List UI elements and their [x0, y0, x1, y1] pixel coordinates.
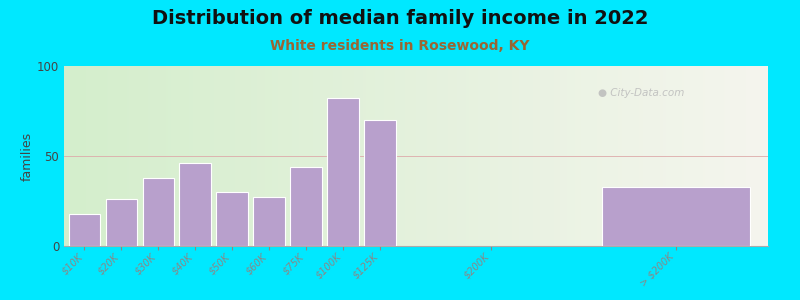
Text: White residents in Rosewood, KY: White residents in Rosewood, KY	[270, 39, 530, 53]
Bar	[142, 178, 174, 246]
Y-axis label: families: families	[21, 131, 34, 181]
Bar	[290, 167, 322, 246]
Text: ● City-Data.com: ● City-Data.com	[598, 88, 685, 98]
Bar	[364, 120, 396, 246]
Bar	[106, 199, 137, 246]
Bar	[602, 187, 750, 246]
Bar	[254, 197, 285, 246]
Bar	[327, 98, 358, 246]
Bar	[217, 192, 248, 246]
Text: Distribution of median family income in 2022: Distribution of median family income in …	[152, 9, 648, 28]
Bar	[69, 214, 100, 246]
Bar	[179, 163, 211, 246]
